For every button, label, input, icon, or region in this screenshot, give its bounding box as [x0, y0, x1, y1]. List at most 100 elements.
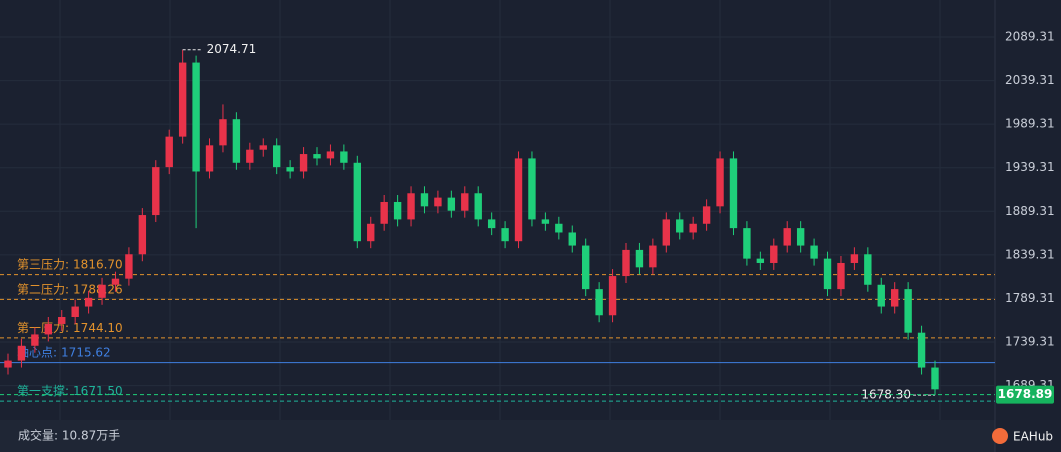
candle-body	[756, 258, 765, 263]
candle-body	[84, 297, 93, 307]
candle-body	[286, 167, 294, 172]
candle-body	[353, 162, 361, 242]
candle-body	[4, 360, 12, 368]
candle-body	[823, 258, 832, 290]
y-tick-label: 1839.31	[1005, 247, 1055, 261]
candle-body	[555, 223, 563, 233]
candle-body	[165, 136, 173, 168]
candle-body	[837, 262, 845, 290]
level-value: 1715.62	[61, 345, 111, 359]
candle-body	[393, 201, 402, 220]
level-value: 1816.70	[73, 257, 123, 271]
volume-text: 成交量: 10.87万手	[18, 428, 120, 443]
candle-body	[796, 228, 805, 246]
level-name: 第二压力:	[17, 282, 69, 296]
candle-body	[635, 249, 644, 268]
level-name: 轴心点:	[17, 344, 57, 359]
candle-body	[904, 289, 912, 333]
candle-body	[716, 158, 724, 207]
candle-body	[702, 206, 711, 224]
candle-body	[729, 158, 738, 229]
candle-body	[299, 154, 308, 172]
candle-body	[528, 158, 536, 220]
min-label: 1678.30	[861, 388, 911, 402]
candle-body	[17, 345, 26, 361]
candle-body	[138, 215, 147, 255]
candle-body	[810, 245, 818, 259]
candle-body	[367, 223, 375, 242]
candle-body	[783, 228, 791, 246]
level-label: 第一压力: 1744.10	[17, 320, 123, 334]
candle-body	[487, 219, 496, 229]
candle-body	[178, 62, 187, 137]
level-value: 1671.50	[73, 384, 123, 398]
candle-body	[407, 193, 415, 220]
level-name: 第一支撑:	[17, 383, 69, 398]
candle-body	[541, 219, 550, 224]
y-tick-label: 2039.31	[1005, 73, 1055, 87]
candle-body	[326, 151, 335, 159]
candle-body	[125, 254, 133, 279]
candle-body	[246, 149, 254, 163]
candle-body	[649, 245, 657, 268]
candle-body	[864, 254, 872, 285]
candle-body	[582, 245, 590, 290]
candle-body	[917, 332, 926, 368]
volume-strip	[0, 420, 995, 452]
candle-body	[205, 145, 214, 172]
candle-body	[313, 154, 321, 159]
candle-body	[662, 219, 670, 246]
level-value: 1788.26	[73, 282, 123, 296]
candle-body	[689, 223, 697, 233]
y-tick-label: 1889.31	[1005, 204, 1055, 218]
candle-body	[622, 249, 630, 277]
candle-body	[447, 197, 456, 211]
candle-body	[420, 193, 429, 207]
candle-body	[931, 367, 939, 390]
candle-body	[232, 119, 241, 163]
candle-body	[273, 145, 281, 168]
candle-body	[743, 228, 751, 259]
candle-body	[877, 284, 885, 307]
level-label: 第一支撑: 1671.50	[17, 383, 123, 398]
level-name: 第三压力:	[17, 257, 69, 271]
y-tick-label: 2089.31	[1005, 30, 1055, 44]
y-tick-label: 1939.31	[1005, 160, 1055, 174]
brand-icon	[992, 428, 1008, 444]
candle-body	[434, 197, 442, 207]
candle-body	[770, 245, 778, 263]
candle-body	[98, 284, 106, 298]
candle-body	[501, 228, 509, 242]
y-tick-label: 1989.31	[1005, 117, 1055, 131]
candle-body	[152, 167, 160, 216]
candle-body	[44, 323, 52, 335]
candle-body	[676, 219, 684, 233]
candle-body	[595, 289, 603, 316]
candle-body	[259, 145, 267, 150]
level-label: 第二压力: 1788.26	[17, 282, 123, 296]
candle-body	[474, 193, 482, 220]
y-tick-label: 1739.31	[1005, 335, 1055, 349]
y-tick-label: 1789.31	[1005, 291, 1055, 305]
candle-body	[608, 276, 617, 316]
candle-body	[58, 317, 66, 324]
candle-body	[219, 119, 227, 146]
candle-body	[31, 334, 39, 346]
level-label: 轴心点: 1715.62	[17, 344, 111, 359]
candle-body	[568, 232, 576, 246]
level-name: 第一压力:	[17, 320, 69, 334]
candle-body	[71, 306, 79, 318]
last-price-label: 1678.89	[998, 387, 1053, 401]
candle-body	[111, 278, 120, 285]
candle-body	[380, 201, 388, 224]
level-label: 第三压力: 1816.70	[17, 257, 123, 271]
last-price-tag	[996, 385, 1054, 404]
candle-body	[850, 254, 859, 263]
level-value: 1744.10	[73, 320, 123, 334]
max-label: 2074.71	[207, 42, 257, 56]
candle-body	[514, 158, 523, 242]
candle-body	[461, 193, 469, 211]
candle-body	[192, 62, 200, 172]
